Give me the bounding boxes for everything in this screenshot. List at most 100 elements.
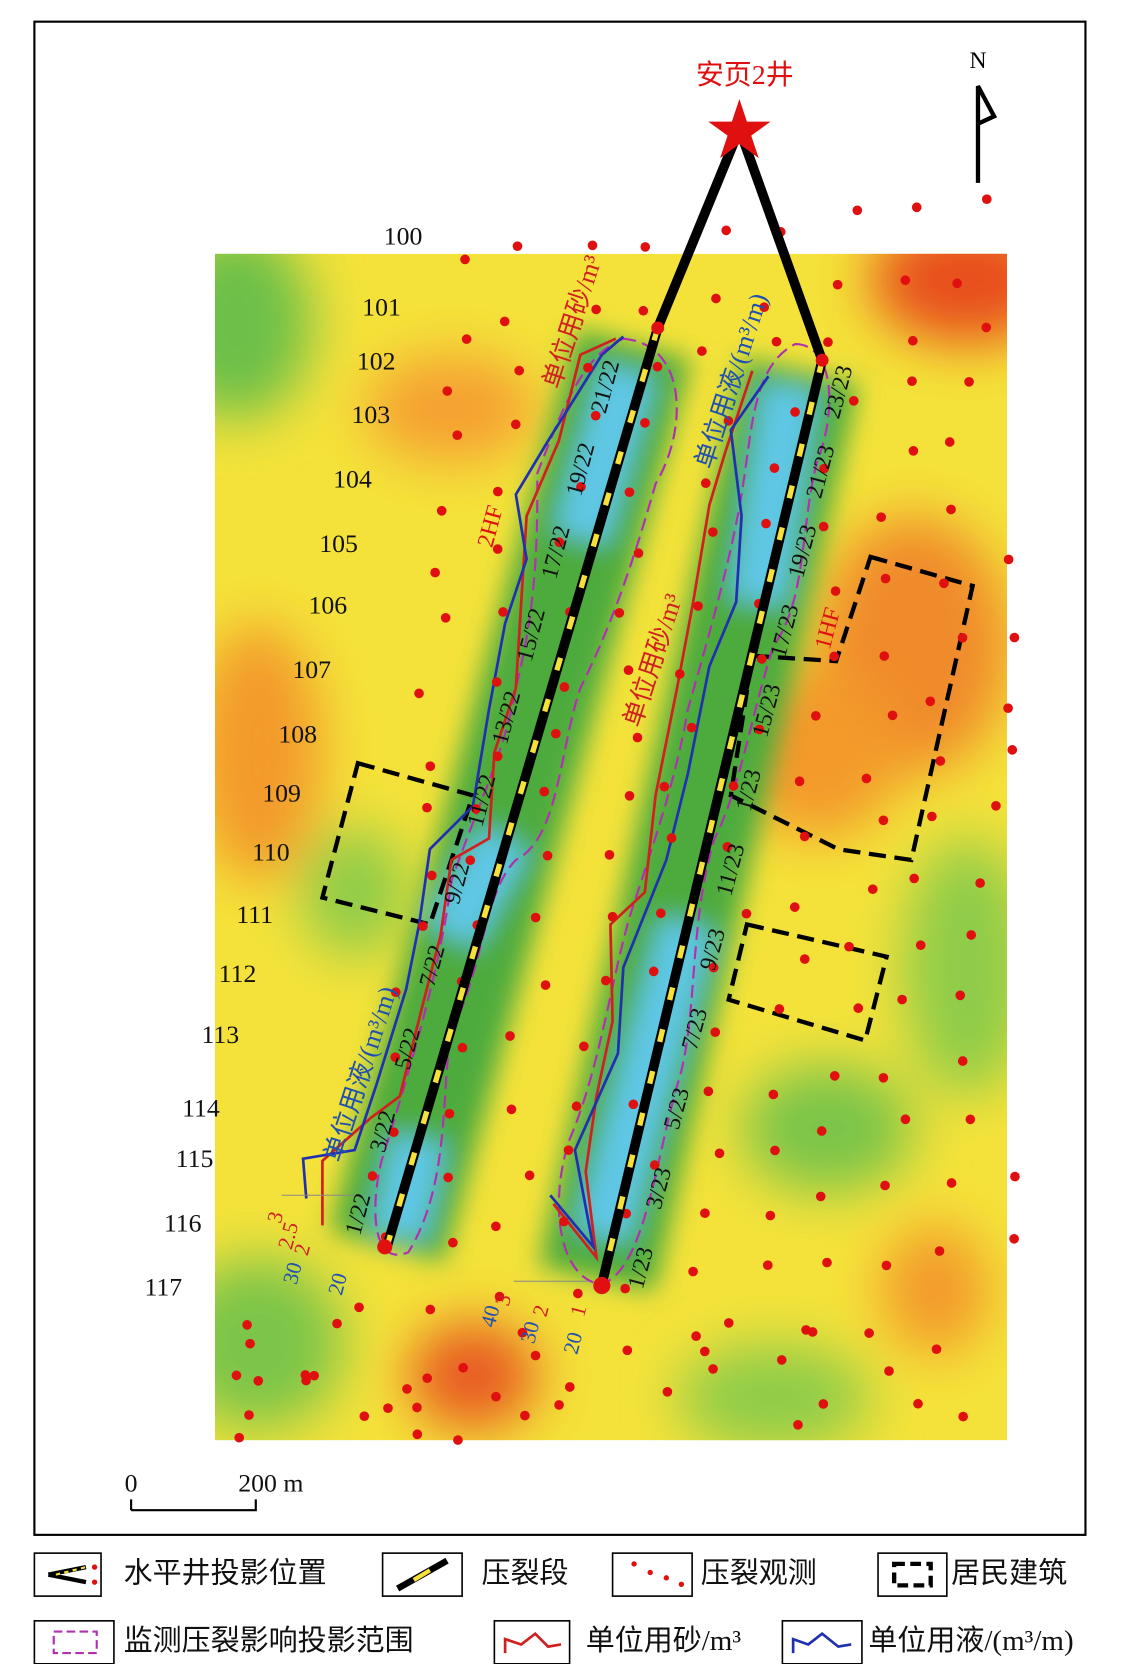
observation-point <box>430 567 440 578</box>
observation-point <box>789 902 800 912</box>
observation-point <box>721 225 732 236</box>
line-label: 117 <box>144 1273 182 1302</box>
observation-point <box>765 1210 776 1221</box>
observation-point <box>1003 554 1014 565</box>
observation-point <box>759 302 770 313</box>
observation-point <box>853 1003 864 1013</box>
observation-point <box>244 1410 254 1420</box>
line-label: 106 <box>308 590 347 619</box>
observation-point <box>524 1170 535 1181</box>
observation-point <box>981 194 992 205</box>
observation-point <box>861 773 872 784</box>
observation-point <box>633 548 644 559</box>
observation-point <box>452 430 463 441</box>
observation-point <box>412 1429 423 1440</box>
observation-point <box>958 1411 968 1422</box>
observation-point <box>769 463 780 473</box>
observation-point <box>498 607 508 617</box>
observation-point <box>354 1302 364 1313</box>
observation-point <box>402 1384 412 1394</box>
observation-point <box>964 376 974 387</box>
observation-point <box>913 1398 923 1409</box>
legend-label: 监测压裂影响投影范围 <box>124 1624 414 1657</box>
observation-point <box>965 1114 976 1125</box>
observation-point <box>551 728 561 739</box>
observation-point <box>234 1432 245 1443</box>
observation-point <box>623 665 634 675</box>
observation-point <box>761 518 771 529</box>
observation-point <box>632 732 643 743</box>
observation-point <box>818 1399 829 1409</box>
line-label: 107 <box>292 655 331 684</box>
observation-point <box>492 751 503 762</box>
legend-label: 压裂观测 <box>701 1556 817 1589</box>
observation-point <box>675 669 685 679</box>
observation-point <box>844 941 854 952</box>
scale-tick <box>281 1194 589 1282</box>
observation-point <box>563 1145 574 1156</box>
legend-label: 水平井投影位置 <box>124 1556 327 1589</box>
observation-point <box>981 322 992 333</box>
observation-point <box>442 386 453 396</box>
observation-point <box>793 1419 803 1430</box>
observation-point <box>540 980 551 990</box>
observation-point <box>436 505 447 516</box>
observation-point <box>614 608 625 618</box>
observation-point <box>832 279 843 290</box>
observation-point <box>944 437 955 447</box>
observation-point <box>332 1318 342 1329</box>
observation-point <box>494 1291 505 1302</box>
observation-point <box>907 376 917 386</box>
observation-point <box>659 781 670 792</box>
observation-point <box>414 688 424 699</box>
observation-point <box>579 1041 589 1052</box>
fluid-curve-1hf <box>549 375 770 1252</box>
scale-bar <box>130 1499 257 1512</box>
observation-point <box>583 362 593 373</box>
observation-point <box>440 612 451 623</box>
observation-point <box>714 1148 725 1159</box>
observation-point <box>367 1171 378 1181</box>
observation-point <box>587 240 598 251</box>
observation-point <box>443 1172 453 1183</box>
observation-point <box>591 304 601 315</box>
observation-point <box>559 1216 569 1227</box>
observation-point <box>624 790 635 801</box>
observation-point <box>815 1191 826 1202</box>
line-label: 112 <box>219 959 257 988</box>
observation-point <box>848 395 859 406</box>
observation-point <box>607 911 618 922</box>
observation-point <box>880 573 891 584</box>
observation-point <box>723 415 734 426</box>
observation-point <box>908 445 919 456</box>
observation-point <box>640 418 650 428</box>
observation-points <box>231 194 1020 1445</box>
observation-point <box>573 1288 583 1299</box>
observation-point <box>911 202 922 213</box>
observation-point <box>640 242 651 252</box>
legend-label: 压裂段 <box>481 1556 568 1589</box>
observation-point <box>823 337 833 347</box>
observation-point <box>686 722 697 733</box>
observation-point <box>662 1386 673 1397</box>
observation-point <box>628 1099 639 1110</box>
scale-start: 0 <box>125 1468 138 1497</box>
observation-point <box>829 1071 840 1081</box>
observation-point <box>762 1260 773 1271</box>
observation-point <box>876 512 886 523</box>
observation-point <box>471 804 481 814</box>
observation-point <box>939 578 949 589</box>
observation-point <box>955 990 966 1001</box>
observation-point <box>878 815 889 826</box>
observation-point <box>604 849 615 860</box>
observation-point <box>492 486 503 497</box>
observation-point <box>517 1327 528 1338</box>
observation-point <box>422 802 432 813</box>
observation-point <box>946 504 956 515</box>
observation-point <box>656 908 666 919</box>
observation-point <box>708 527 718 537</box>
observation-point <box>741 908 752 919</box>
line-label: 110 <box>252 837 290 866</box>
observation-point <box>699 1346 710 1357</box>
